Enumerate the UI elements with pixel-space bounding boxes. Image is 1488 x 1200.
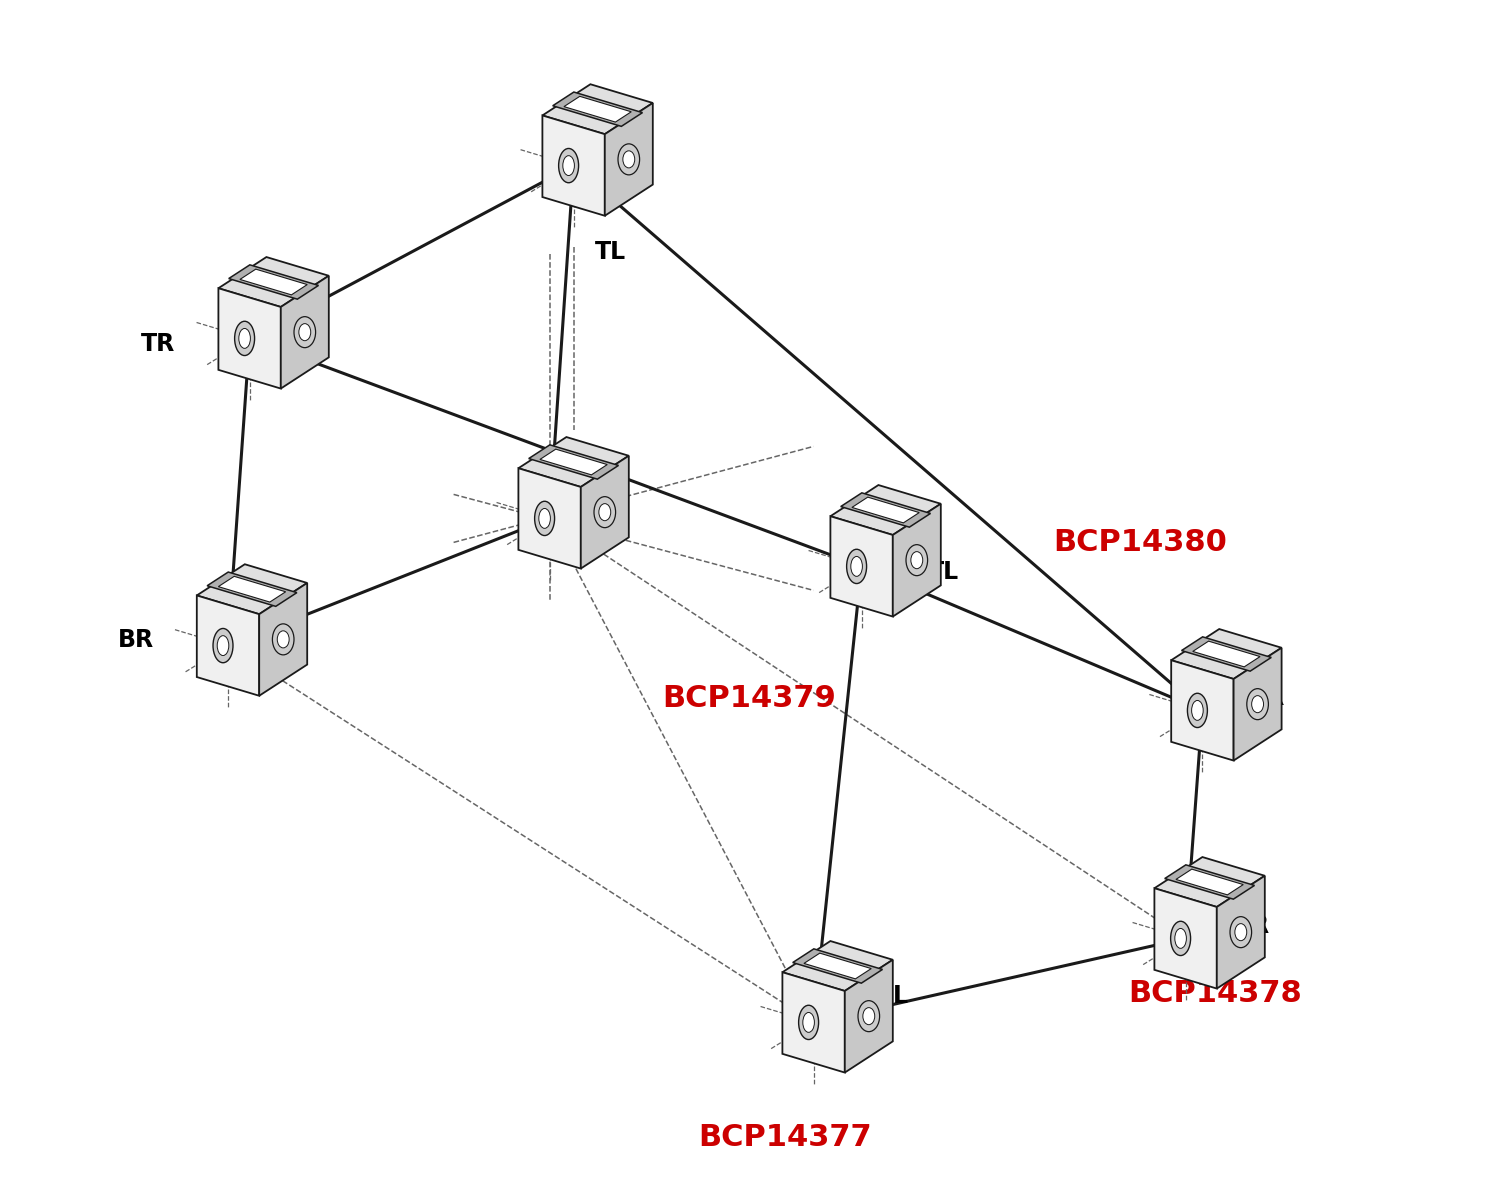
Ellipse shape: [911, 552, 923, 569]
Ellipse shape: [1171, 922, 1190, 955]
Polygon shape: [229, 265, 318, 299]
Ellipse shape: [1176, 929, 1186, 948]
Polygon shape: [1155, 888, 1217, 989]
Ellipse shape: [1231, 917, 1251, 948]
Polygon shape: [853, 497, 920, 523]
Polygon shape: [604, 103, 653, 216]
Text: TL: TL: [927, 560, 958, 584]
Polygon shape: [540, 449, 607, 475]
Polygon shape: [804, 953, 872, 979]
Polygon shape: [281, 276, 329, 389]
Ellipse shape: [1251, 696, 1263, 713]
Polygon shape: [518, 437, 629, 487]
Polygon shape: [830, 516, 893, 617]
Polygon shape: [580, 456, 629, 569]
Text: BCP14380: BCP14380: [1054, 528, 1228, 557]
Text: BCP14379: BCP14379: [662, 684, 836, 713]
Ellipse shape: [804, 1013, 814, 1032]
Polygon shape: [196, 564, 307, 614]
Polygon shape: [219, 288, 281, 389]
Ellipse shape: [799, 1006, 818, 1039]
Polygon shape: [528, 445, 619, 479]
Ellipse shape: [859, 1001, 879, 1032]
Ellipse shape: [235, 322, 254, 355]
Ellipse shape: [217, 636, 229, 655]
Polygon shape: [1171, 660, 1234, 761]
Polygon shape: [1193, 641, 1260, 667]
Ellipse shape: [277, 631, 289, 648]
Text: BL: BL: [571, 473, 604, 497]
Polygon shape: [1155, 857, 1265, 907]
Text: BCP14378: BCP14378: [1128, 979, 1302, 1008]
Polygon shape: [552, 92, 643, 126]
Text: BR: BR: [118, 628, 153, 652]
Text: BCP14377: BCP14377: [698, 1123, 872, 1152]
Ellipse shape: [534, 502, 555, 535]
Polygon shape: [240, 269, 307, 295]
Polygon shape: [793, 949, 882, 983]
Ellipse shape: [539, 509, 551, 528]
Ellipse shape: [299, 324, 311, 341]
Ellipse shape: [851, 557, 863, 576]
Ellipse shape: [906, 545, 927, 576]
Polygon shape: [543, 115, 604, 216]
Ellipse shape: [623, 151, 635, 168]
Ellipse shape: [272, 624, 295, 655]
Ellipse shape: [594, 497, 616, 528]
Ellipse shape: [238, 329, 250, 348]
Polygon shape: [1165, 865, 1254, 899]
Polygon shape: [518, 468, 580, 569]
Ellipse shape: [1192, 701, 1204, 720]
Text: TL: TL: [595, 240, 626, 264]
Polygon shape: [830, 485, 940, 535]
Polygon shape: [893, 504, 940, 617]
Ellipse shape: [1247, 689, 1268, 720]
Text: BR: BR: [1234, 914, 1269, 938]
Polygon shape: [219, 576, 286, 602]
Text: TR: TR: [1250, 686, 1284, 710]
Ellipse shape: [598, 504, 610, 521]
Polygon shape: [564, 96, 631, 122]
Polygon shape: [1176, 869, 1244, 895]
Polygon shape: [1217, 876, 1265, 989]
Polygon shape: [1234, 648, 1281, 761]
Ellipse shape: [618, 144, 640, 175]
Ellipse shape: [213, 629, 234, 662]
Polygon shape: [1181, 637, 1271, 671]
Ellipse shape: [558, 149, 579, 182]
Polygon shape: [783, 941, 893, 991]
Polygon shape: [783, 972, 845, 1073]
Ellipse shape: [1235, 924, 1247, 941]
Ellipse shape: [847, 550, 866, 583]
Ellipse shape: [1187, 694, 1207, 727]
Text: BL: BL: [876, 984, 909, 1008]
Polygon shape: [543, 84, 653, 134]
Polygon shape: [259, 583, 307, 696]
Text: TR: TR: [141, 332, 176, 356]
Ellipse shape: [562, 156, 574, 175]
Polygon shape: [196, 595, 259, 696]
Polygon shape: [219, 257, 329, 307]
Polygon shape: [841, 493, 930, 527]
Ellipse shape: [863, 1008, 875, 1025]
Ellipse shape: [295, 317, 315, 348]
Polygon shape: [1171, 629, 1281, 679]
Polygon shape: [207, 572, 298, 606]
Polygon shape: [845, 960, 893, 1073]
